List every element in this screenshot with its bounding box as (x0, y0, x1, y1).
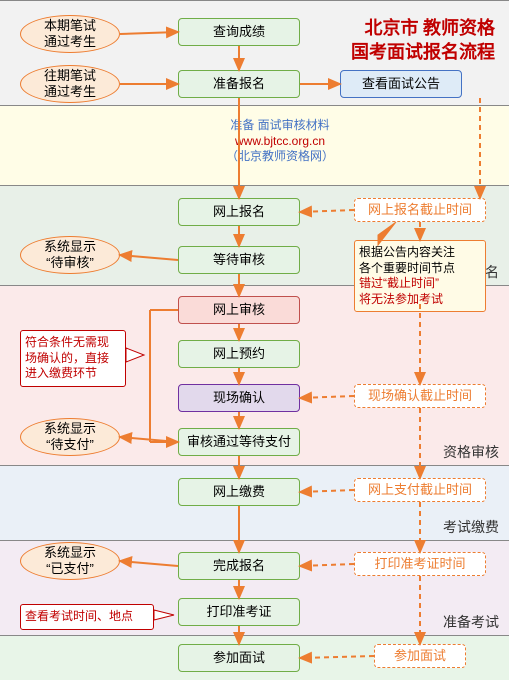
section-label: 资格审核 (443, 443, 499, 461)
node-audit_pass_pay: 审核通过等待支付 (178, 428, 300, 456)
callout-check_time: 查看考试时间、地点 (20, 604, 154, 630)
callout-key_times: 根据公告内容关注各个重要时间节点错过“截止时间”将无法参加考试 (354, 240, 486, 312)
node-past_pass: 往期笔试 通过考生 (20, 65, 120, 103)
node-online_reserve: 网上预约 (178, 340, 300, 368)
node-deadline_reg: 网上报名截止时间 (354, 198, 486, 222)
node-status_topay: 系统显示 “待支付” (20, 418, 120, 456)
node-take_interview: 参加面试 (178, 644, 300, 672)
page-title-line1: 北京市 教师资格 (365, 14, 496, 40)
node-wait_audit: 等待审核 (178, 246, 300, 274)
node-status_paid: 系统显示 “已支付” (20, 542, 120, 580)
node-onsite_confirm: 现场确认 (178, 384, 300, 412)
node-online_pay: 网上缴费 (178, 478, 300, 506)
info-text: 准备 面试审核材料www.bjtcc.org.cn（北京教师资格网） (200, 118, 360, 165)
callout-direct_pay: 符合条件无需现场确认的，直接进入缴费环节 (20, 330, 126, 387)
node-deadline_onsite: 现场确认截止时间 (354, 384, 486, 408)
page-title-line2: 国考面试报名流程 (351, 38, 495, 64)
node-deadline_pay: 网上支付截止时间 (354, 478, 486, 502)
node-current_pass: 本期笔试 通过考生 (20, 15, 120, 53)
node-view_notice: 查看面试公告 (340, 70, 462, 98)
node-prepare_reg: 准备报名 (178, 70, 300, 98)
node-online_reg: 网上报名 (178, 198, 300, 226)
node-online_audit: 网上审核 (178, 296, 300, 324)
section-label: 考试缴费 (443, 518, 499, 536)
node-deadline_print: 打印准考证时间 (354, 552, 486, 576)
section-label: 准备考试 (443, 613, 499, 631)
node-join_interview: 参加面试 (374, 644, 466, 668)
node-query_score: 查询成绩 (178, 18, 300, 46)
node-finish_reg: 完成报名 (178, 552, 300, 580)
node-status_pending: 系统显示 “待审核” (20, 236, 120, 274)
node-print_ticket: 打印准考证 (178, 598, 300, 626)
flowchart-canvas: 网上报名资格审核考试缴费准备考试 北京市 教师资格国考面试报名流程 本期笔试 通过考… (0, 0, 509, 680)
